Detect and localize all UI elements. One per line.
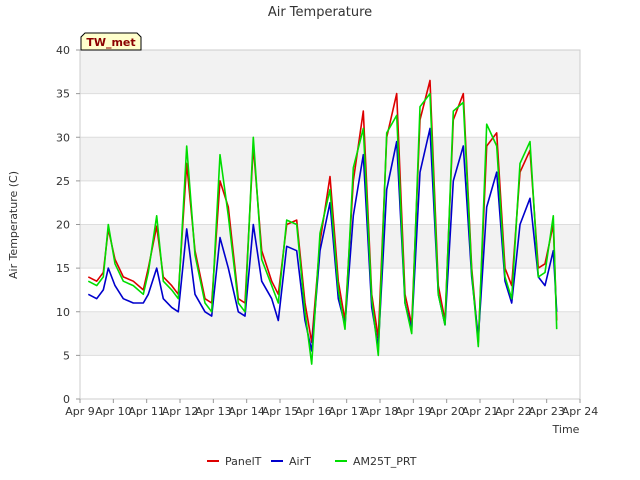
- x-tick-label: Apr 13: [195, 405, 232, 418]
- series-line-am25t-prt: [87, 92, 558, 365]
- station-badge-label: TW_met: [86, 36, 135, 49]
- y-tick-label: 20: [56, 219, 70, 232]
- plot-band: [80, 224, 580, 269]
- plot-band: [80, 137, 580, 181]
- x-axis-title: Time: [552, 423, 580, 436]
- y-tick-label: 40: [56, 44, 70, 57]
- y-tick-label: 5: [63, 349, 70, 362]
- x-tick-label: Apr 23: [528, 405, 565, 418]
- x-tick-label: Apr 18: [362, 405, 399, 418]
- legend-label-panelt: PanelT: [225, 455, 262, 468]
- legend: PanelT AirT AM25T_PRT: [207, 455, 417, 468]
- x-tick-label: Apr 15: [262, 405, 299, 418]
- y-tick-label: 25: [56, 175, 70, 188]
- legend-label-airt: AirT: [289, 455, 311, 468]
- x-tick-label: Apr 12: [162, 405, 199, 418]
- plot-band: [80, 50, 580, 94]
- x-tick-label: Apr 16: [295, 405, 332, 418]
- x-tick-label: Apr 24: [562, 405, 599, 418]
- y-tick-label: 30: [56, 131, 70, 144]
- station-badge: TW_met: [80, 32, 142, 51]
- x-tick-label: Apr 11: [128, 405, 165, 418]
- y-axis: 0 5 10 15 20 25 30 35 40: [56, 44, 80, 406]
- plot-band: [80, 311, 580, 356]
- x-tick-label: Apr 10: [95, 405, 132, 418]
- station-badge-shape: [80, 32, 142, 51]
- x-tick-label: Apr 22: [495, 405, 532, 418]
- y-tick-label: 35: [56, 88, 70, 101]
- x-tick-label: Apr 21: [462, 405, 499, 418]
- plot-band: [80, 93, 580, 138]
- x-tick-label: Apr 17: [328, 405, 365, 418]
- x-tick-label: Apr 14: [228, 405, 265, 418]
- y-tick-label: 15: [56, 262, 70, 275]
- series-lines: [87, 79, 558, 365]
- chart-title: Air Temperature: [268, 5, 372, 20]
- y-axis-title: Air Temperature (C): [7, 171, 20, 279]
- y-tick-label: 0: [63, 393, 70, 406]
- x-tick-label: Apr 20: [428, 405, 465, 418]
- series-line-airt: [87, 127, 558, 352]
- y-tick-label: 10: [56, 306, 70, 319]
- x-tick-label: Apr 9: [65, 405, 95, 418]
- legend-label-am25t-prt: AM25T_PRT: [353, 455, 417, 468]
- plot-band: [80, 355, 580, 399]
- x-tick-label: Apr 19: [395, 405, 432, 418]
